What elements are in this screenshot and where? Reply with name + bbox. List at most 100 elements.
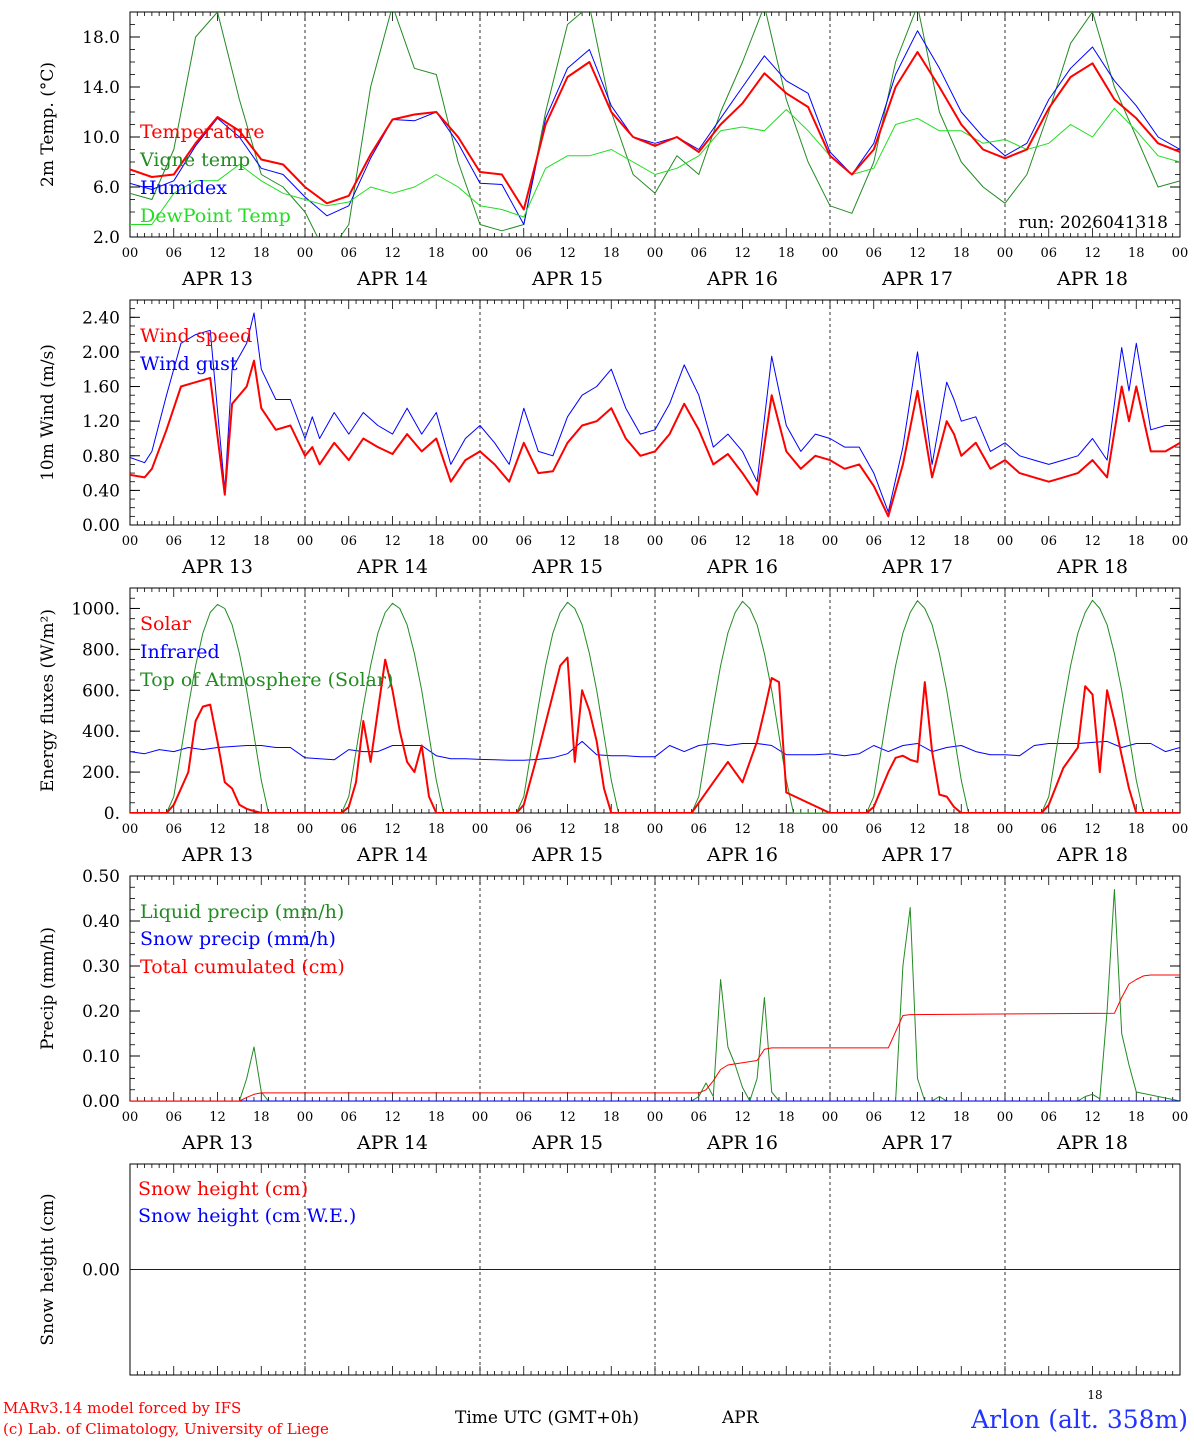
x-tick-label: 06	[1040, 246, 1057, 261]
series-line-dewpoint-temp	[130, 107, 1180, 225]
x-tick-label: 12	[384, 246, 401, 261]
x-tick-label: 00	[472, 1110, 489, 1125]
plot-frame	[129, 587, 1181, 814]
x-tick-label: 12	[909, 246, 926, 261]
day-label: APR 15	[531, 844, 603, 866]
month-label: APR	[721, 1408, 760, 1428]
y-tick-label: 0.50	[82, 867, 120, 887]
y-tick-label: 0.30	[82, 957, 120, 977]
day-label: APR 14	[356, 556, 428, 578]
legend-entry: Snow precip (mm/h)	[140, 928, 336, 950]
legend-entry: DewPoint Temp	[140, 205, 291, 227]
x-tick-label: 00	[997, 246, 1014, 261]
x-tick-label: 12	[384, 822, 401, 837]
day-label: APR 18	[1056, 844, 1128, 866]
x-tick-label: 06	[865, 246, 882, 261]
day-label: APR 14	[356, 1132, 428, 1154]
y-tick-label: 2.00	[82, 343, 120, 363]
x-tick-label: 18	[603, 246, 620, 261]
y-tick-label: 0.40	[82, 912, 120, 932]
x-tick-label: 12	[559, 1110, 576, 1125]
day-label: APR 13	[181, 844, 253, 866]
x-tick-label: 06	[340, 246, 357, 261]
day-label: APR 13	[181, 556, 253, 578]
day-label: APR 18	[1056, 268, 1128, 290]
y-tick-label: 0.20	[82, 1002, 120, 1022]
x-tick-label: 12	[384, 1110, 401, 1125]
legend-entry: Snow height (cm)	[138, 1178, 308, 1200]
legend-entry: Humidex	[140, 177, 227, 199]
y-tick-label: 0.00	[82, 516, 120, 536]
x-tick-label: 00	[1172, 534, 1189, 549]
x-tick-label: 18	[778, 534, 795, 549]
legend-entry: Snow height (cm W.E.)	[138, 1205, 356, 1227]
series-line-wind-gust	[130, 312, 1180, 513]
series-line-temperature	[130, 51, 1180, 211]
x-tick-label: 00	[1172, 1110, 1189, 1125]
x-tick-label: 12	[209, 534, 226, 549]
x-tick-label: 00	[822, 246, 839, 261]
series-line-liquid-precip-mm-h-	[130, 889, 1180, 1101]
x-tick-label: 06	[340, 822, 357, 837]
x-tick-label: 12	[1084, 822, 1101, 837]
x-tick-label: 18	[603, 1110, 620, 1125]
small-day-label: 18	[1087, 1388, 1102, 1402]
y-tick-label: 600.	[82, 681, 120, 701]
day-label: APR 14	[356, 268, 428, 290]
y-tick-label: 14.0	[82, 78, 120, 98]
x-tick-label: 18	[603, 534, 620, 549]
series-line-vigne-temp	[130, 12, 1180, 237]
x-tick-label: 18	[428, 534, 445, 549]
x-tick-label: 00	[647, 246, 664, 261]
legend-entry: Top of Atmosphere (Solar)	[140, 669, 393, 691]
x-tick-label: 06	[340, 534, 357, 549]
x-tick-label: 12	[209, 822, 226, 837]
x-tick-label: 18	[953, 246, 970, 261]
x-tick-label: 06	[515, 246, 532, 261]
x-tick-label: 12	[909, 534, 926, 549]
day-label: APR 15	[531, 1132, 603, 1154]
x-tick-label: 06	[165, 246, 182, 261]
plot-frame	[129, 11, 1181, 238]
y-axis-title: Precip (mm/h)	[38, 927, 58, 1050]
y-tick-label: 18.0	[82, 28, 120, 48]
legend-entry: Wind gust	[140, 353, 238, 375]
x-tick-label: 00	[472, 822, 489, 837]
x-tick-label: 12	[734, 1110, 751, 1125]
x-tick-label: 06	[690, 1110, 707, 1125]
series-line-humidex	[130, 30, 1180, 225]
y-tick-label: 1.60	[82, 378, 120, 398]
y-tick-label: 0.10	[82, 1047, 120, 1067]
x-tick-label: 12	[734, 534, 751, 549]
x-tick-label: 18	[253, 1110, 270, 1125]
x-tick-label: 12	[1084, 246, 1101, 261]
series-line-solar	[130, 656, 1180, 813]
x-tick-label: 00	[1172, 822, 1189, 837]
x-tick-label: 12	[909, 822, 926, 837]
day-label: APR 13	[181, 268, 253, 290]
x-tick-label: 00	[297, 246, 314, 261]
x-tick-label: 00	[997, 822, 1014, 837]
x-tick-label: 18	[253, 822, 270, 837]
x-tick-label: 18	[1128, 246, 1145, 261]
x-tick-label: 18	[1128, 1110, 1145, 1125]
x-tick-label: 18	[953, 1110, 970, 1125]
day-label: APR 16	[706, 556, 778, 578]
x-tick-label: 18	[1128, 534, 1145, 549]
x-tick-label: 00	[647, 534, 664, 549]
x-tick-label: 06	[165, 822, 182, 837]
day-label: APR 17	[881, 556, 953, 578]
x-tick-label: 06	[865, 534, 882, 549]
x-tick-label: 00	[122, 246, 139, 261]
x-tick-label: 06	[515, 822, 532, 837]
x-tick-label: 18	[953, 534, 970, 549]
x-tick-label: 06	[1040, 534, 1057, 549]
x-tick-label: 18	[778, 822, 795, 837]
credit-line-2: (c) Lab. of Climatology, University of L…	[3, 1420, 329, 1438]
x-tick-label: 06	[340, 1110, 357, 1125]
y-axis-title: 10m Wind (m/s)	[38, 344, 58, 481]
x-tick-label: 00	[647, 1110, 664, 1125]
series-line-total-cumulated-cm-	[130, 974, 1180, 1101]
y-tick-label: 800.	[82, 640, 120, 660]
x-tick-label: 00	[997, 1110, 1014, 1125]
